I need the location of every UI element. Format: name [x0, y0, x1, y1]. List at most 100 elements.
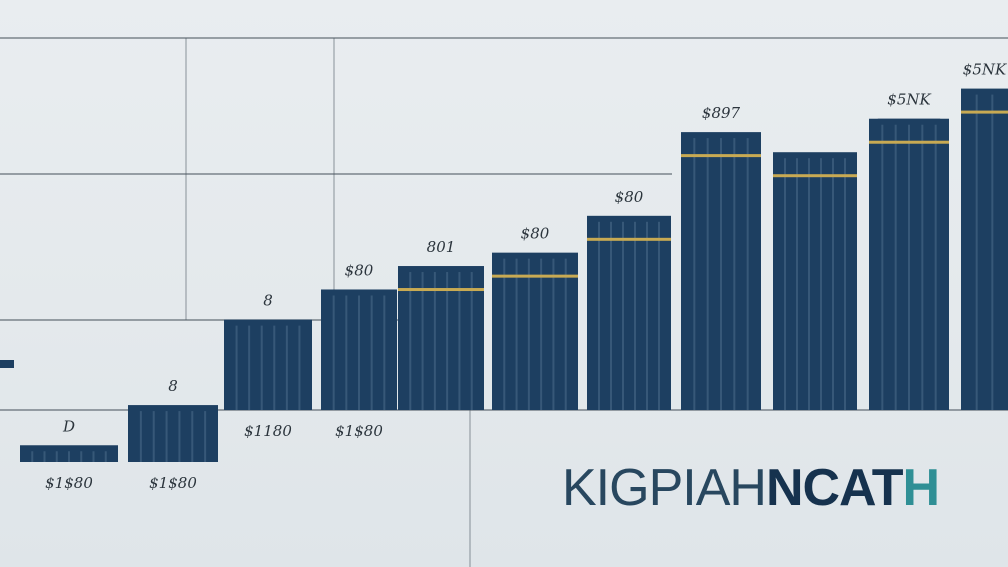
- bar-cap-11: [961, 110, 1008, 114]
- bar-stripe-8-4: [733, 138, 736, 410]
- bar-stripe-2-3: [165, 411, 168, 462]
- bar-stripe-10-1: [881, 124, 884, 410]
- bar-stripe-10-5: [934, 124, 937, 410]
- bar-stripe-5-1: [409, 272, 412, 410]
- bar-stripe-4-5: [383, 295, 386, 410]
- bar-body-2: [128, 405, 218, 462]
- value-label-5: 801: [427, 238, 456, 256]
- bar-stripe-9-3: [808, 158, 810, 410]
- bar-stripe-6-2: [515, 258, 518, 410]
- bar-stripe-4-2: [345, 295, 348, 410]
- bar-stripe-6-5: [552, 258, 555, 410]
- bar-cap-10: [869, 140, 949, 144]
- bar-stripe-4-1: [332, 295, 335, 410]
- bar-stripe-7-6: [658, 221, 660, 410]
- bar-stripe-10-3: [908, 124, 910, 410]
- bar-stripe-5-5: [458, 272, 461, 410]
- bar-1: [20, 445, 118, 462]
- bar-stripe-3-5: [285, 325, 288, 410]
- bottom-label-4: $1$80: [335, 422, 383, 440]
- bar-stripe-3-2: [248, 325, 251, 410]
- bar-9: [773, 152, 857, 411]
- bar-stripe-11-2: [991, 94, 994, 410]
- value-label-7: $80: [615, 188, 644, 206]
- bar-stripe-1-6: [92, 451, 95, 462]
- bottom-label-3: $1180: [244, 422, 292, 440]
- value-label-4: $80: [345, 261, 374, 279]
- bar-stripe-9-6: [844, 158, 846, 410]
- bar-stripe-9-2: [796, 158, 798, 410]
- bar-stripe-1-3: [55, 451, 58, 462]
- bar-stripe-3-4: [273, 325, 276, 410]
- bar-stripe-6-3: [527, 258, 530, 410]
- bar-11: [961, 88, 1008, 410]
- bar-stripe-2-4: [178, 411, 181, 462]
- bar-stripe-3-1: [235, 325, 238, 410]
- bar-stripe-1-1: [31, 451, 34, 462]
- bar-10: [869, 118, 949, 410]
- bar-2: [128, 405, 218, 462]
- bar-stripe-3-6: [298, 325, 301, 410]
- bar-stripe-5-2: [421, 272, 424, 410]
- bar-cap-6: [492, 274, 578, 278]
- value-label-2: 8: [168, 377, 178, 395]
- bar-stripe-7-3: [622, 221, 624, 410]
- bar-cap-7: [587, 237, 671, 241]
- bar-body-7: [587, 215, 671, 410]
- bar-stripe-1-4: [68, 451, 70, 462]
- bar-stripe-2-2: [152, 411, 155, 462]
- bar-stripe-8-5: [746, 138, 749, 410]
- value-label-8: $897: [702, 104, 741, 122]
- bar-4: [321, 289, 397, 410]
- bar-stripe-7-4: [634, 221, 636, 410]
- bar-stripe-1-2: [43, 451, 46, 462]
- value-label-6: $80: [521, 225, 550, 243]
- bar-stripe-7-5: [646, 221, 648, 410]
- bar-stripe-2-1: [139, 411, 142, 462]
- bar-stub: [0, 360, 14, 368]
- bar-stripe-9-4: [820, 158, 822, 410]
- bar-stripe-5-6: [470, 272, 473, 410]
- value-label-9: $5NK: [887, 91, 931, 109]
- bar-stripe-6-4: [540, 258, 543, 410]
- brand-text-accent: NCAT: [765, 459, 904, 517]
- bar-stripe-8-1: [693, 138, 696, 410]
- bar-6: [492, 252, 578, 410]
- bar-stripe-3-3: [260, 325, 263, 410]
- bar-stripe-1-5: [80, 451, 83, 462]
- bar-stripe-4-4: [370, 295, 373, 410]
- bar-3: [224, 319, 312, 410]
- brand-text-accent2: H: [902, 459, 941, 517]
- value-labels: D 8 8 $80 801 $80 $80 $897 $5NK $5NK $1$80 $1$80 $11…: [45, 61, 1007, 492]
- bar-stripe-10-2: [894, 124, 897, 410]
- bar-stripe-8-2: [706, 138, 709, 410]
- bar-7: [587, 215, 671, 410]
- bar-cap-8: [681, 154, 761, 158]
- bar-stripe-6-1: [503, 258, 506, 410]
- bar-stripe-4-3: [358, 295, 360, 410]
- bar-stripe-1-7: [104, 451, 107, 462]
- bar-cap-5: [398, 288, 484, 292]
- bottom-label-2: $1$80: [149, 474, 197, 492]
- brand-text-main: KIGPIAH: [562, 459, 767, 517]
- bar-stripe-9-5: [832, 158, 834, 410]
- bar-stripe-5-3: [433, 272, 436, 410]
- bar-body-6: [492, 252, 578, 410]
- bar-body-11: [961, 88, 1008, 410]
- value-label-3: 8: [263, 292, 273, 310]
- bar-5: [398, 266, 484, 410]
- brand-logo: KIGPIAHNCATH: [562, 459, 941, 517]
- bottom-label-1: $1$80: [45, 474, 93, 492]
- bar-stripe-9-1: [784, 158, 786, 410]
- bar-stripe-5-4: [446, 272, 449, 410]
- bar-body-3: [224, 319, 312, 410]
- bar-stripe-7-1: [598, 221, 600, 410]
- bar-8: [681, 132, 761, 410]
- bar-stripe-7-2: [610, 221, 612, 410]
- bar-stripe-6-6: [564, 258, 567, 410]
- value-label-1: D: [62, 417, 75, 435]
- bar-stripe-8-3: [720, 138, 722, 410]
- bar-stripe-10-4: [921, 124, 924, 410]
